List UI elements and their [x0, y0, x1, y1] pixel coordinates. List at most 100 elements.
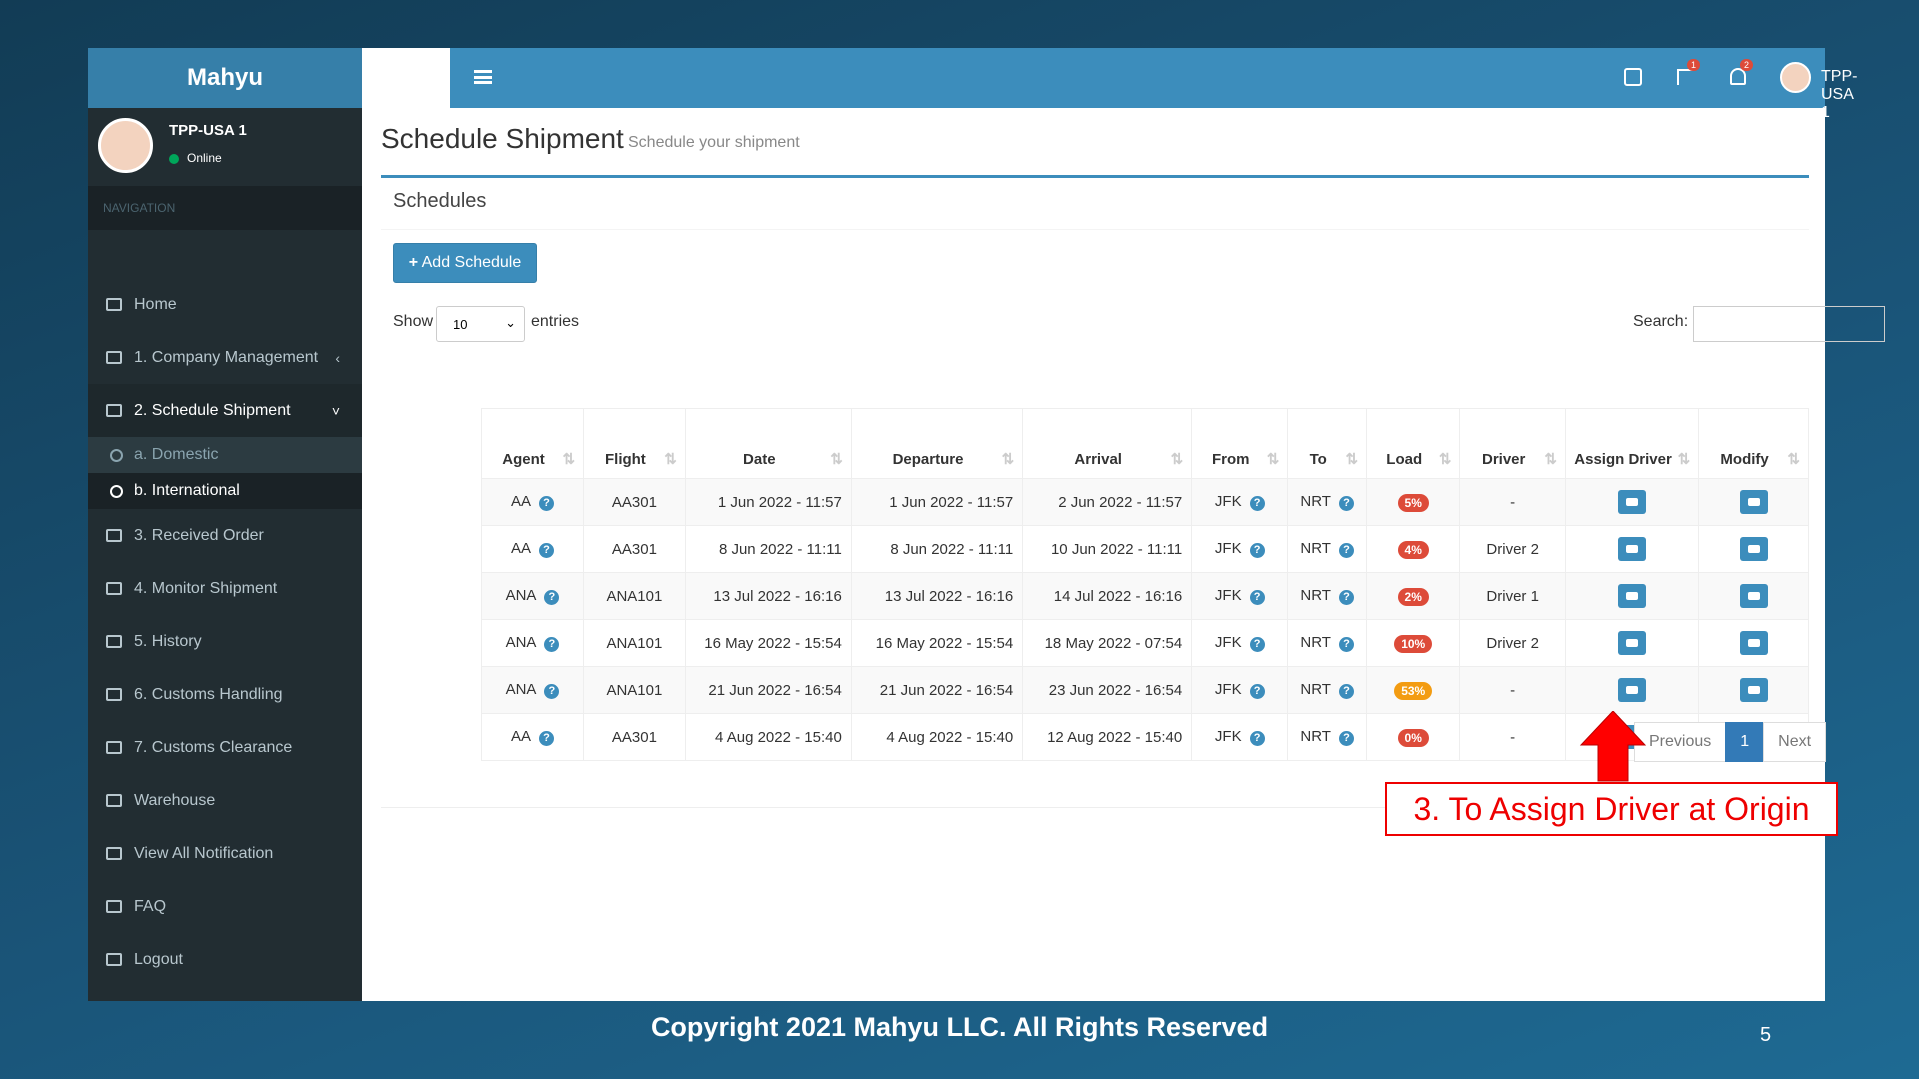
assign-driver-button[interactable]	[1618, 584, 1647, 608]
column-header[interactable]: Flight ⇅	[583, 408, 686, 479]
load-badge: 10%	[1394, 634, 1433, 653]
cell-text: ANA101	[606, 587, 663, 605]
nav-item[interactable]: View All Notification	[88, 827, 362, 880]
cell-text: JFK	[1214, 728, 1242, 745]
column-header[interactable]: Assign Driver ⇅	[1564, 408, 1700, 479]
nav-label: NAVIGATION	[88, 186, 362, 230]
nav-item[interactable]: 5. History	[88, 615, 362, 668]
avatar[interactable]	[1780, 62, 1811, 93]
page-button[interactable]: 1	[1725, 722, 1765, 762]
flag-icon[interactable]	[1677, 69, 1693, 85]
nav-item[interactable]: FAQ	[88, 880, 362, 933]
nav-item[interactable]: 6. Customs Handling	[88, 668, 362, 721]
cell	[1564, 666, 1700, 714]
help-icon: ?	[1249, 684, 1265, 699]
column-header[interactable]: Arrival ⇅	[1022, 408, 1193, 479]
bell-icon[interactable]	[1730, 68, 1746, 85]
nav-item[interactable]: 2. Schedule Shipment ˅	[88, 384, 362, 437]
nav-item[interactable]: Logout	[88, 933, 362, 986]
cell: ANA101	[583, 619, 686, 667]
nav-item[interactable]: 3. Received Order	[88, 509, 362, 562]
menu-toggle[interactable]	[474, 70, 492, 84]
cell: 21 Jun 2022 - 16:54	[850, 666, 1024, 714]
nav-item[interactable]: a. Domestic	[88, 437, 362, 473]
cell	[1564, 525, 1700, 573]
cell-text: AA301	[611, 493, 657, 511]
nav-item[interactable]: b. International	[88, 473, 362, 509]
column-header[interactable]: Departure ⇅	[850, 408, 1024, 479]
nav-label: 1. Company Management	[134, 348, 319, 366]
table-row: ANA? ANA101 13 Jul 2022 - 16:16 13 Jul 2022…	[480, 572, 1809, 620]
assign-driver-button[interactable]	[1618, 678, 1647, 702]
annotation-arrow	[1579, 711, 1647, 782]
app-window: Mahyu 1 2 TPP-USA 1 TPP-USA 1 Online NAV…	[88, 48, 1885, 1001]
cell: JFK?	[1191, 666, 1289, 714]
cell-text: -	[1510, 728, 1516, 746]
cell: NRT?	[1287, 478, 1368, 526]
cell-text: 13 Jul 2022 - 16:16	[884, 587, 1014, 605]
nav-label: View All Notification	[134, 844, 274, 862]
cell: 13 Jul 2022 - 16:16	[850, 572, 1024, 620]
cell: AA301	[583, 525, 686, 573]
assign-driver-button[interactable]	[1618, 631, 1647, 655]
nav-item[interactable]: Home	[88, 278, 362, 331]
cell: 16 May 2022 - 15:54	[684, 619, 852, 667]
assign-driver-button[interactable]	[1618, 490, 1647, 514]
cell: 18 May 2022 - 07:54	[1022, 619, 1193, 667]
cell: JFK?	[1191, 619, 1289, 667]
column-header[interactable]: From ⇅	[1191, 408, 1289, 479]
view-button[interactable]	[1739, 584, 1768, 608]
cell: JFK?	[1191, 525, 1289, 573]
nav-item[interactable]: 4. Monitor Shipment	[88, 562, 362, 615]
cell-text: 8 Jun 2022 - 11:11	[890, 540, 1014, 558]
nav-label: 7. Customs Clearance	[134, 738, 293, 756]
add-schedule-button[interactable]: + Add Schedule	[393, 243, 537, 283]
column-header[interactable]: To ⇅	[1287, 408, 1368, 479]
cell-text: -	[1510, 493, 1516, 511]
badge: 1	[1687, 59, 1701, 71]
nav-label: 4. Monitor Shipment	[134, 579, 278, 597]
view-button[interactable]	[1739, 631, 1768, 655]
entries-label: entries	[531, 313, 580, 330]
cell: JFK?	[1191, 572, 1289, 620]
column-header[interactable]: Driver ⇅	[1459, 408, 1566, 479]
nav-item[interactable]: Warehouse	[88, 774, 362, 827]
table-row: ANA? ANA101 21 Jun 2022 - 16:54 21 Jun 2022…	[480, 666, 1809, 714]
column-header[interactable]: Agent ⇅	[480, 408, 585, 479]
table-row: AA? AA301 4 Aug 2022 - 15:40 4 Aug 2022 - 1…	[480, 713, 1809, 761]
header-text: Flight	[604, 451, 646, 468]
nav-item[interactable]: 7. Customs Clearance	[88, 721, 362, 774]
cell-text: 14 Jul 2022 - 16:16	[1053, 587, 1183, 605]
help-icon: ?	[1338, 637, 1354, 652]
cell: 8 Jun 2022 - 11:11	[684, 525, 852, 573]
status: Online	[187, 151, 222, 165]
header-row: Agent ⇅ Flight ⇅ Date ⇅ Departure ⇅ Arrival ⇅ From…	[480, 408, 1809, 479]
language-icon[interactable]	[1624, 68, 1642, 86]
help-icon: ?	[1338, 684, 1354, 699]
column-header[interactable]: Date ⇅	[684, 408, 852, 479]
search-input[interactable]	[1693, 306, 1885, 342]
avatar	[98, 118, 153, 173]
nav-item[interactable]: 1. Company Management ‹	[88, 331, 362, 384]
cell: 8 Jun 2022 - 11:11	[850, 525, 1024, 573]
cell-text: ANA	[505, 681, 537, 698]
page-button[interactable]: Next	[1763, 722, 1827, 762]
view-button[interactable]	[1739, 678, 1768, 702]
cell	[1698, 525, 1809, 573]
assign-driver-button[interactable]	[1618, 537, 1647, 561]
view-button[interactable]	[1739, 490, 1768, 514]
nav-label: b. International	[134, 482, 240, 499]
column-header[interactable]: Load ⇅	[1366, 408, 1461, 479]
load-badge: 2%	[1397, 587, 1429, 606]
column-header[interactable]: Modify ⇅	[1698, 408, 1809, 479]
cell-text: NRT	[1300, 540, 1331, 557]
cell: NRT?	[1287, 713, 1368, 761]
view-button[interactable]	[1739, 537, 1768, 561]
page-button[interactable]: Previous	[1634, 722, 1727, 762]
cell: 1 Jun 2022 - 11:57	[850, 478, 1024, 526]
brand[interactable]: Mahyu	[88, 48, 362, 108]
header-text: Load	[1386, 451, 1423, 468]
length-value: 10	[453, 317, 468, 332]
user-name[interactable]: TPP-USA 1	[1821, 68, 1858, 121]
length-select[interactable]: 10 ⌄	[436, 306, 525, 342]
